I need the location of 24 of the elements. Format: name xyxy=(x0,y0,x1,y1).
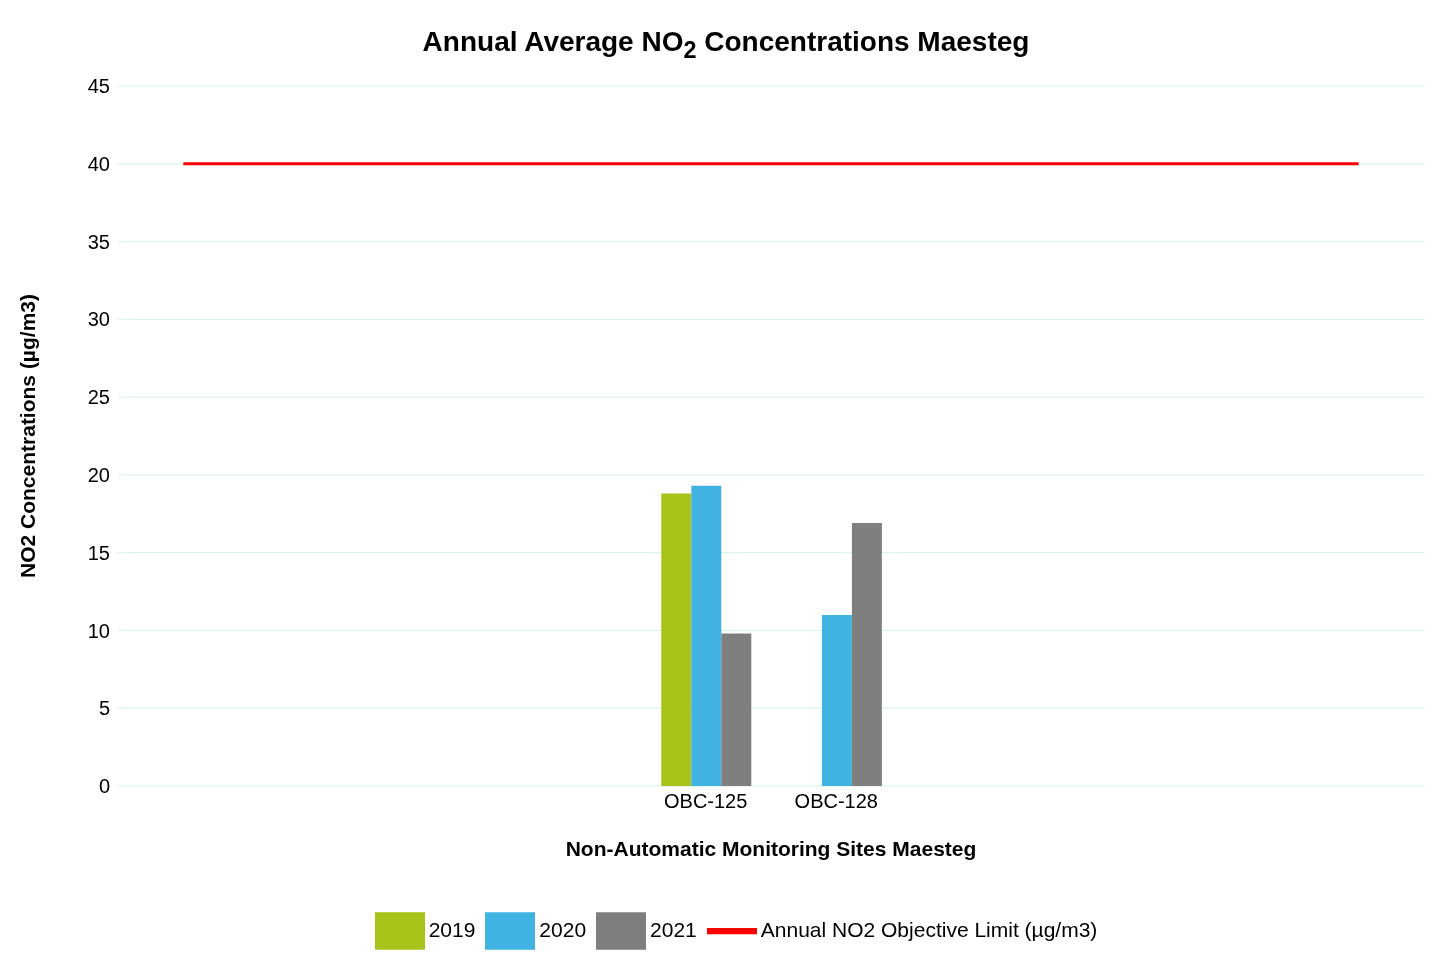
bar xyxy=(691,485,722,786)
legend-label: 2020 xyxy=(539,917,587,941)
x-tick-label: OBC-125 xyxy=(664,790,748,813)
chart-title: Annual Average NO$_{2}$ Concentrations Maesteg xyxy=(421,25,1031,65)
bar xyxy=(661,493,692,786)
y-tick-label: 40 xyxy=(87,152,110,175)
y-tick-label: 25 xyxy=(87,386,110,409)
legend-label: 2019 xyxy=(428,917,476,941)
legend-label: 2021 xyxy=(650,917,697,941)
y-tick-label: 20 xyxy=(87,463,110,486)
y-tick-label: 30 xyxy=(87,308,110,331)
y-tick-label: 5 xyxy=(98,697,110,720)
x-tick-label: OBC-128 xyxy=(794,790,878,813)
y-tick-label: 10 xyxy=(87,619,110,642)
y-axis-title: NO2 Concentrations (µg/m3) xyxy=(16,294,40,578)
legend-label: Annual NO2 Objective Limit (µg/m3) xyxy=(760,917,1098,941)
bar xyxy=(821,614,852,786)
bar xyxy=(721,633,752,786)
y-tick-label: 45 xyxy=(87,75,110,98)
y-tick-label: 15 xyxy=(87,541,110,564)
bar xyxy=(851,523,882,786)
y-tick-label: 0 xyxy=(98,775,110,798)
y-tick-label: 35 xyxy=(87,230,110,253)
x-axis-title: Non-Automatic Monitoring Sites Maesteg xyxy=(565,837,977,860)
